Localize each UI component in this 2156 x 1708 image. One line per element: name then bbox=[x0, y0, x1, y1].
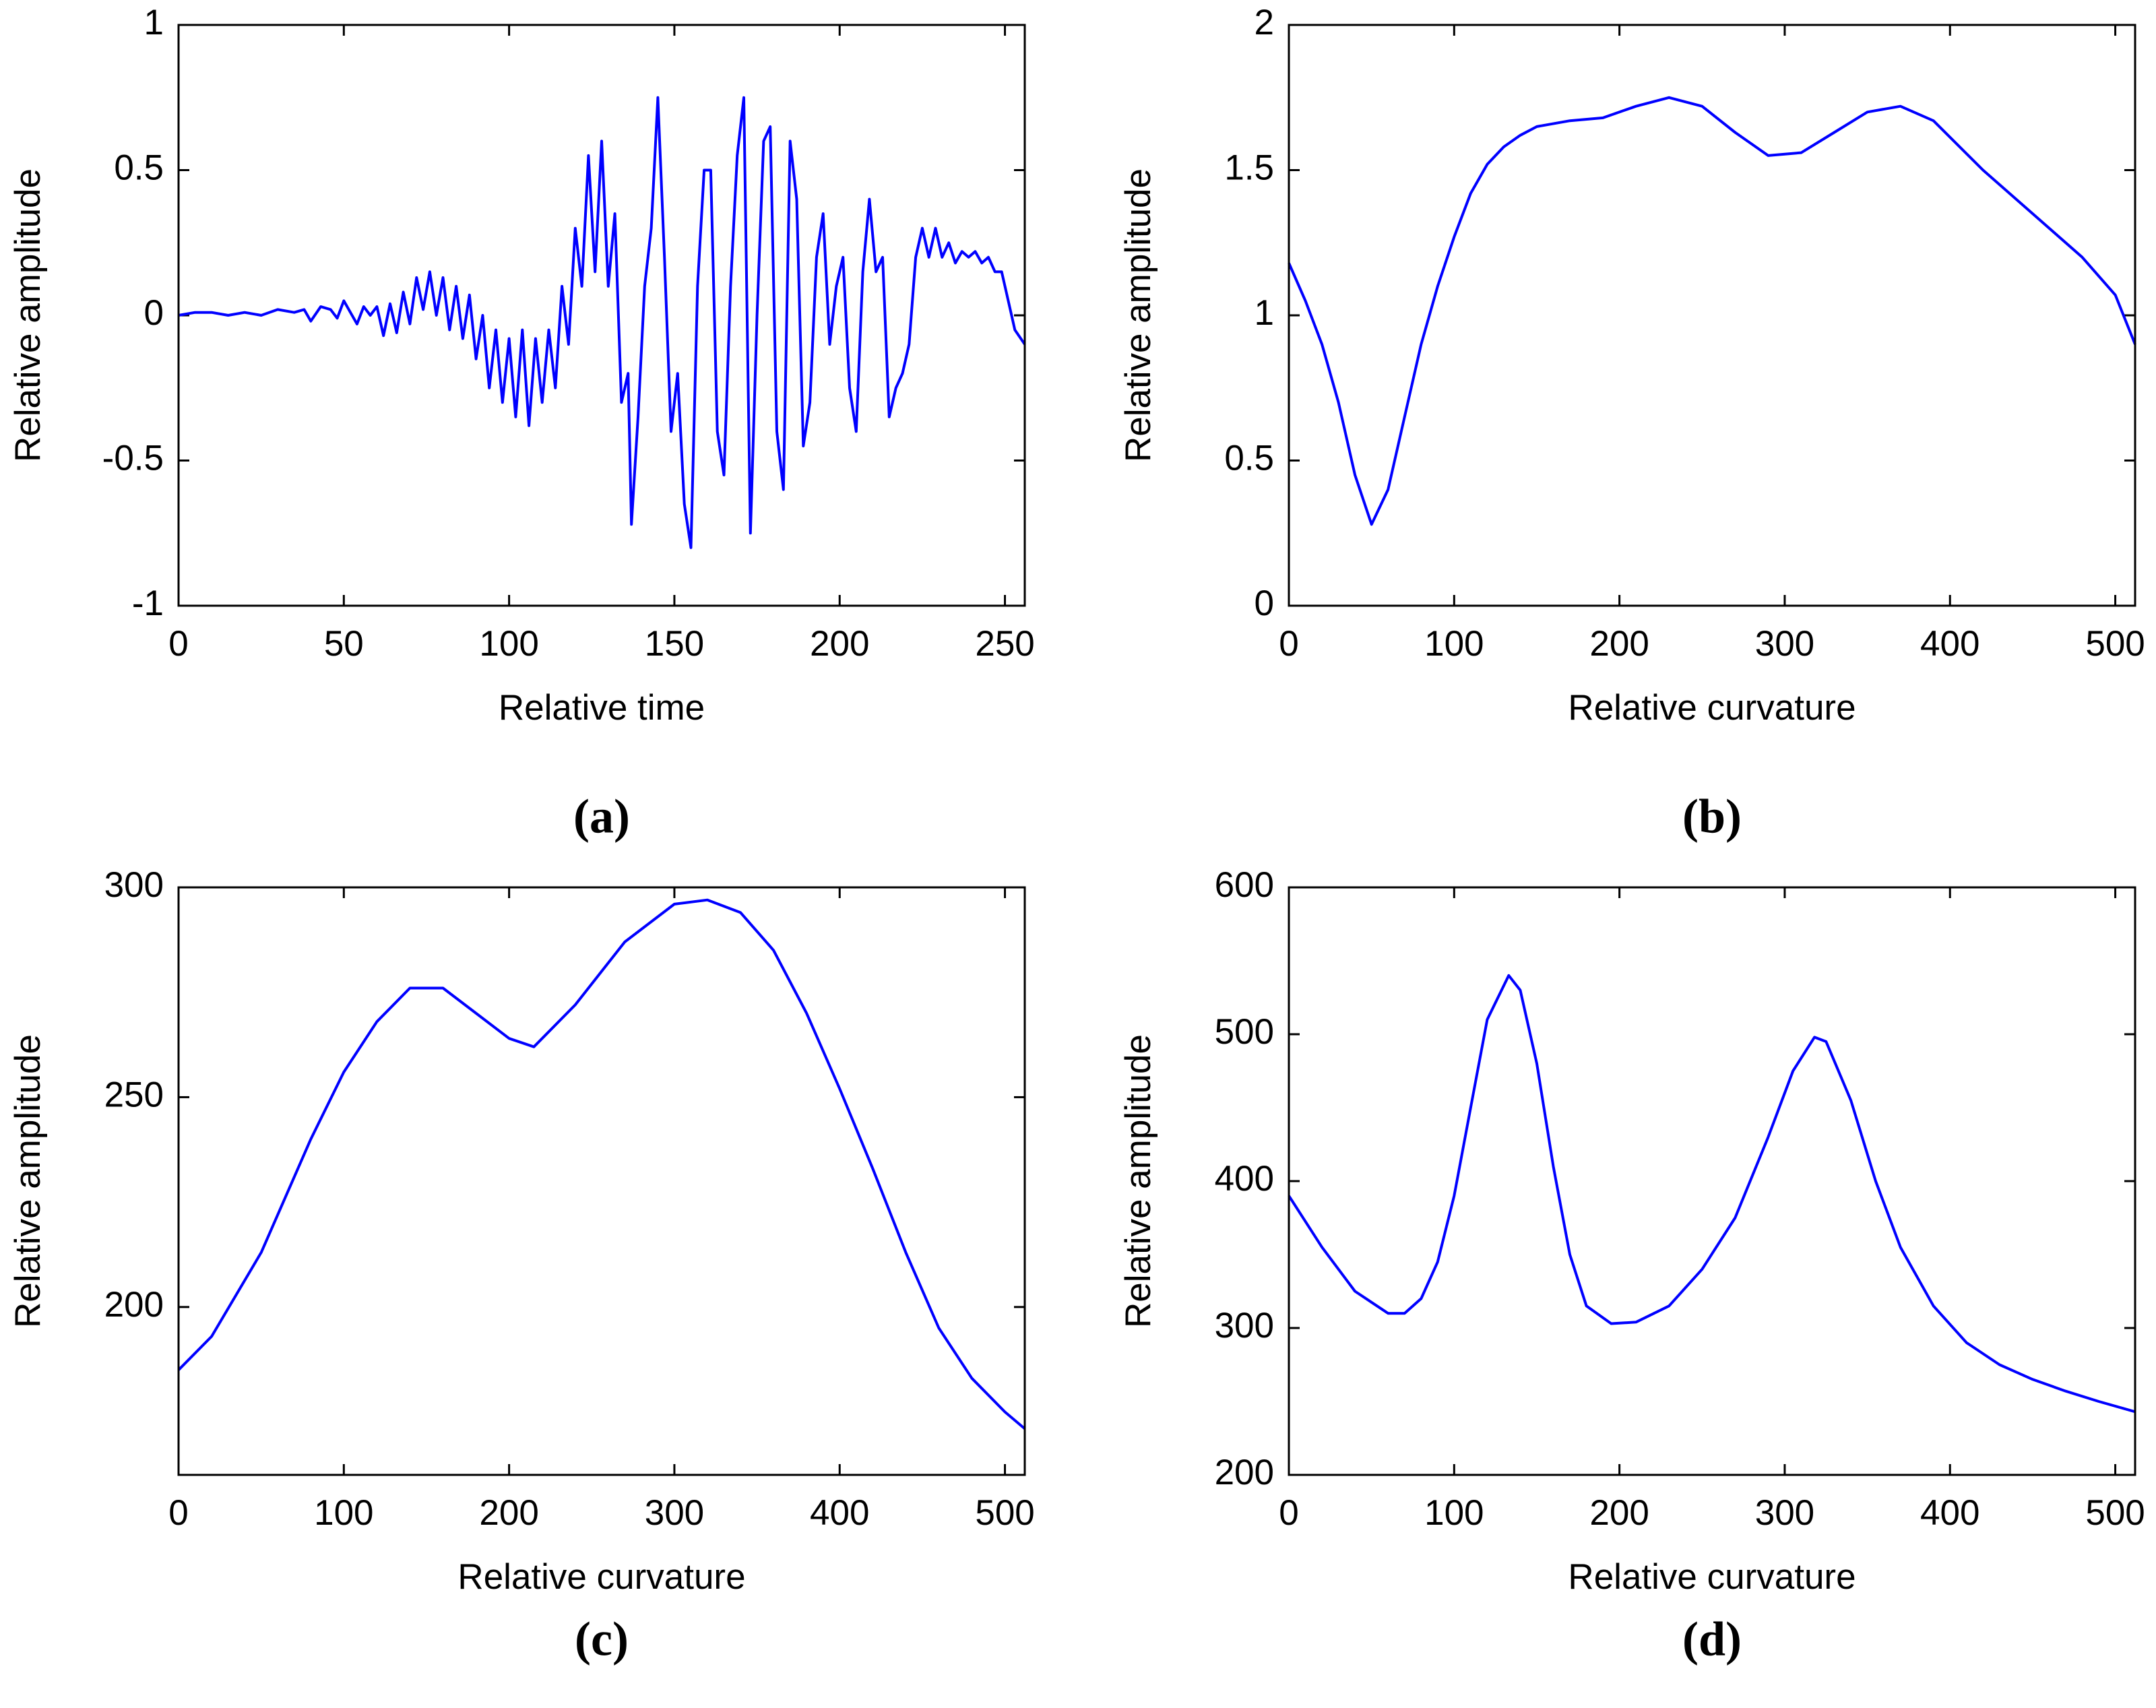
y-tick-label: 600 bbox=[1215, 865, 1274, 905]
x-tick-label: 250 bbox=[975, 624, 1034, 664]
y-tick-label: 0 bbox=[144, 293, 164, 333]
y-axis-label: Relative amplitude bbox=[8, 168, 48, 462]
y-tick-label: 200 bbox=[104, 1285, 164, 1325]
y-tick-label: -1 bbox=[132, 583, 164, 623]
y-tick-label: 0.5 bbox=[1224, 439, 1274, 478]
y-axis-label: Relative amplitude bbox=[8, 1034, 48, 1328]
x-tick-label: 0 bbox=[168, 1493, 188, 1533]
data-line bbox=[177, 898, 1026, 1430]
y-tick-label: 250 bbox=[104, 1075, 164, 1114]
x-axis-label: Relative curvature bbox=[457, 1557, 745, 1597]
y-tick-label: 1.5 bbox=[1224, 148, 1274, 188]
x-tick-label: 200 bbox=[810, 624, 869, 664]
data-line bbox=[178, 96, 1026, 549]
y-axis-label: Relative amplitude bbox=[1118, 168, 1158, 462]
x-tick-label: 200 bbox=[1589, 1493, 1649, 1533]
x-tick-label: 0 bbox=[1279, 1493, 1298, 1533]
x-tick-label: 300 bbox=[1755, 624, 1814, 664]
x-tick-label: 100 bbox=[1424, 1493, 1484, 1533]
data-line bbox=[1288, 96, 2136, 526]
axes-box bbox=[177, 886, 1026, 1476]
y-tick-label: 400 bbox=[1215, 1159, 1274, 1199]
x-axis-label: Relative time bbox=[499, 688, 705, 728]
panel-caption: (a) bbox=[573, 790, 630, 844]
y-tick-label: 200 bbox=[1215, 1453, 1274, 1492]
x-tick-label: 400 bbox=[1920, 624, 1979, 664]
x-axis-label: Relative curvature bbox=[1568, 1557, 1856, 1597]
y-tick-label: 300 bbox=[104, 865, 164, 905]
x-tick-label: 200 bbox=[479, 1493, 538, 1533]
x-tick-label: 200 bbox=[1589, 624, 1649, 664]
x-tick-label: 400 bbox=[810, 1493, 869, 1533]
x-tick-label: 500 bbox=[2085, 1493, 2145, 1533]
panel-caption: (d) bbox=[1682, 1612, 1742, 1666]
x-tick-label: 100 bbox=[479, 624, 538, 664]
x-tick-label: 100 bbox=[314, 1493, 373, 1533]
y-tick-label: -0.5 bbox=[102, 439, 164, 478]
x-tick-label: 500 bbox=[2085, 624, 2145, 664]
x-tick-label: 0 bbox=[1279, 624, 1298, 664]
x-axis-label: Relative curvature bbox=[1568, 688, 1856, 728]
axes-box bbox=[1288, 886, 2136, 1476]
panel-caption: (c) bbox=[575, 1612, 629, 1666]
y-tick-label: 2 bbox=[1255, 3, 1274, 42]
y-tick-label: 1 bbox=[1255, 293, 1274, 333]
x-tick-label: 150 bbox=[645, 624, 704, 664]
y-tick-label: 500 bbox=[1215, 1012, 1274, 1052]
y-tick-label: 0.5 bbox=[114, 148, 164, 188]
y-tick-label: 300 bbox=[1215, 1306, 1274, 1346]
x-tick-label: 300 bbox=[645, 1493, 704, 1533]
panel-caption: (b) bbox=[1682, 790, 1742, 844]
y-tick-label: 0 bbox=[1255, 583, 1274, 623]
axes-box bbox=[1288, 24, 2136, 607]
x-tick-label: 50 bbox=[324, 624, 364, 664]
x-tick-label: 500 bbox=[975, 1493, 1034, 1533]
y-tick-label: 1 bbox=[144, 3, 164, 42]
x-tick-label: 300 bbox=[1755, 1493, 1814, 1533]
x-tick-label: 100 bbox=[1424, 624, 1484, 664]
axes-box bbox=[177, 24, 1026, 607]
x-tick-label: 0 bbox=[168, 624, 188, 664]
y-axis-label: Relative amplitude bbox=[1118, 1034, 1158, 1328]
x-tick-label: 400 bbox=[1920, 1493, 1979, 1533]
data-line bbox=[1288, 974, 2136, 1414]
